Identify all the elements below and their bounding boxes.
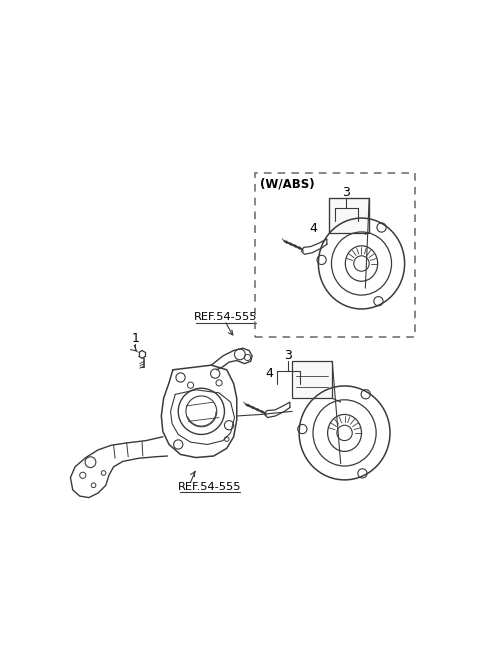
Bar [329, 198, 369, 233]
Text: 1: 1 [131, 333, 139, 346]
Text: 4: 4 [310, 222, 318, 236]
Text: REF.54-555: REF.54-555 [178, 482, 241, 492]
Bar [292, 361, 332, 398]
Text: REF.54-555: REF.54-555 [194, 312, 258, 322]
Text: (W/ABS): (W/ABS) [260, 178, 314, 191]
Bar [255, 173, 415, 337]
Text: 3: 3 [342, 186, 350, 199]
Text: 4: 4 [265, 367, 273, 380]
Text: 3: 3 [285, 350, 292, 362]
